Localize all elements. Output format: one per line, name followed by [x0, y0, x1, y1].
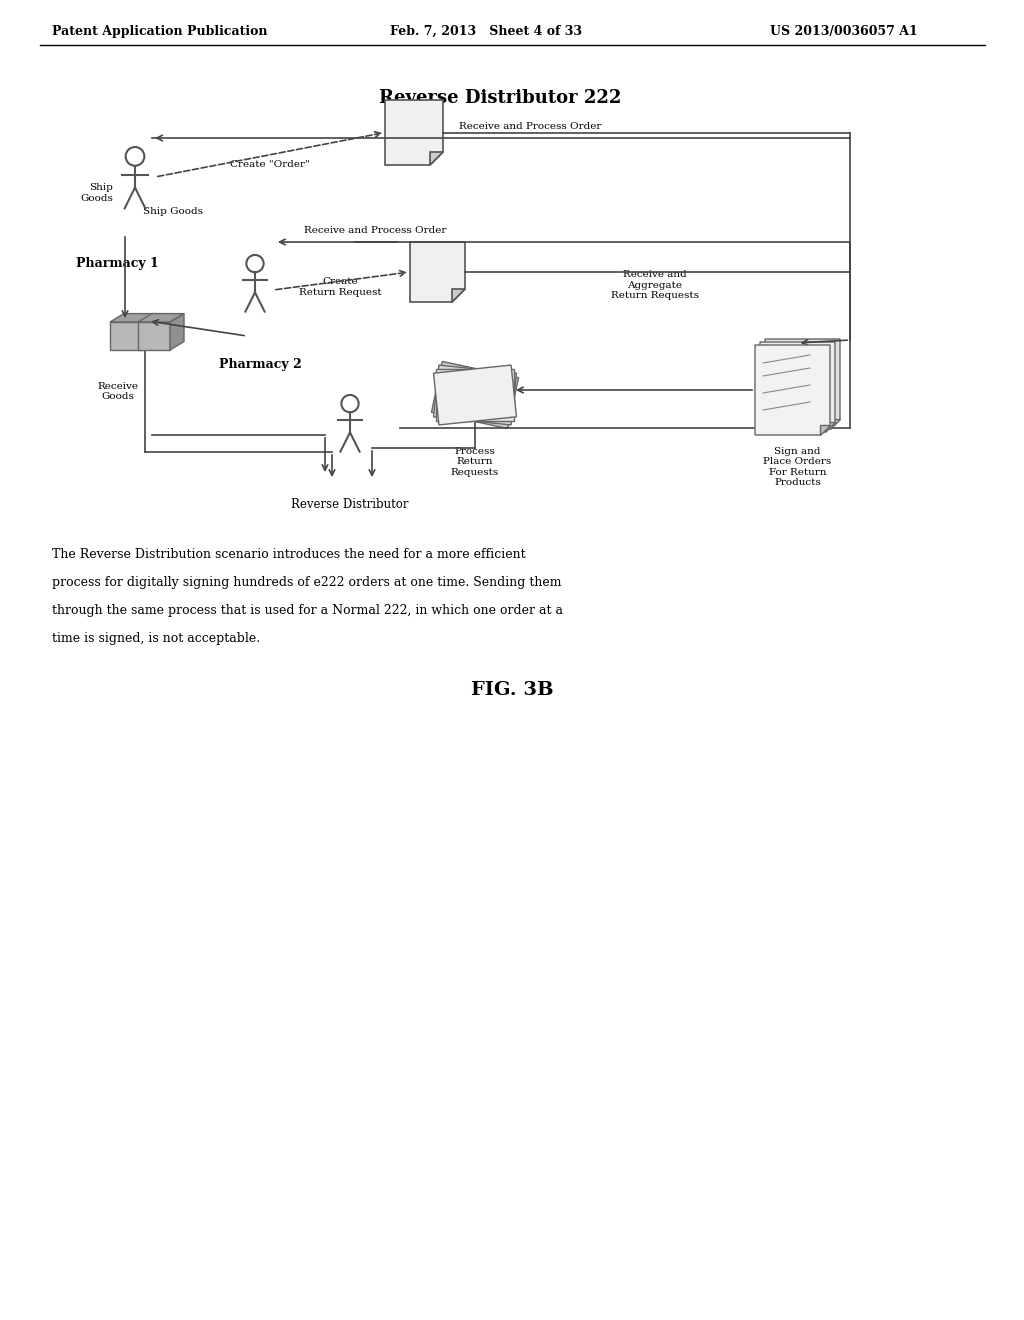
- Polygon shape: [433, 366, 516, 425]
- Text: Reverse Distributor: Reverse Distributor: [291, 498, 409, 511]
- Polygon shape: [433, 366, 516, 425]
- Polygon shape: [110, 314, 156, 322]
- Polygon shape: [820, 425, 830, 436]
- Polygon shape: [431, 362, 518, 429]
- Text: time is signed, is not acceptable.: time is signed, is not acceptable.: [52, 632, 260, 645]
- Text: Pharmacy 2: Pharmacy 2: [219, 358, 301, 371]
- Polygon shape: [170, 314, 184, 350]
- Polygon shape: [430, 152, 443, 165]
- Text: Receive and Process Order: Receive and Process Order: [304, 226, 446, 235]
- Text: Receive and
Aggregate
Return Requests: Receive and Aggregate Return Requests: [611, 271, 699, 300]
- Polygon shape: [825, 422, 835, 432]
- Text: Receive
Goods: Receive Goods: [97, 381, 138, 401]
- Text: Sign and
Place Orders
For Return
Products: Sign and Place Orders For Return Product…: [763, 447, 831, 487]
- Polygon shape: [830, 418, 840, 429]
- Text: Ship Goods: Ship Goods: [143, 206, 203, 215]
- Polygon shape: [760, 342, 835, 432]
- Text: Pharmacy 1: Pharmacy 1: [76, 257, 159, 271]
- Polygon shape: [142, 314, 156, 350]
- Polygon shape: [765, 339, 840, 429]
- Polygon shape: [138, 322, 170, 350]
- Text: Ship
Goods: Ship Goods: [80, 183, 113, 203]
- Polygon shape: [452, 289, 465, 302]
- Polygon shape: [110, 322, 142, 350]
- Text: process for digitally signing hundreds of e222 orders at one time. Sending them: process for digitally signing hundreds o…: [52, 576, 561, 589]
- Polygon shape: [755, 345, 830, 436]
- Polygon shape: [138, 314, 184, 322]
- Polygon shape: [385, 100, 443, 165]
- Text: FIG. 3B: FIG. 3B: [471, 681, 553, 700]
- Text: The Reverse Distribution scenario introduces the need for a more efficient: The Reverse Distribution scenario introd…: [52, 548, 525, 561]
- Text: Feb. 7, 2013   Sheet 4 of 33: Feb. 7, 2013 Sheet 4 of 33: [390, 25, 582, 38]
- Polygon shape: [436, 370, 514, 421]
- Text: Patent Application Publication: Patent Application Publication: [52, 25, 267, 38]
- Text: Process
Return
Requests: Process Return Requests: [451, 447, 499, 477]
- Polygon shape: [410, 242, 465, 302]
- Text: Create "Order": Create "Order": [230, 160, 310, 169]
- Text: US 2013/0036057 A1: US 2013/0036057 A1: [770, 25, 918, 38]
- Text: Create
Return Request: Create Return Request: [299, 277, 381, 297]
- Text: Reverse Distributor 222: Reverse Distributor 222: [379, 88, 622, 107]
- Text: through the same process that is used for a Normal 222, in which one order at a: through the same process that is used fo…: [52, 605, 563, 616]
- Text: Receive and Process Order: Receive and Process Order: [459, 121, 601, 131]
